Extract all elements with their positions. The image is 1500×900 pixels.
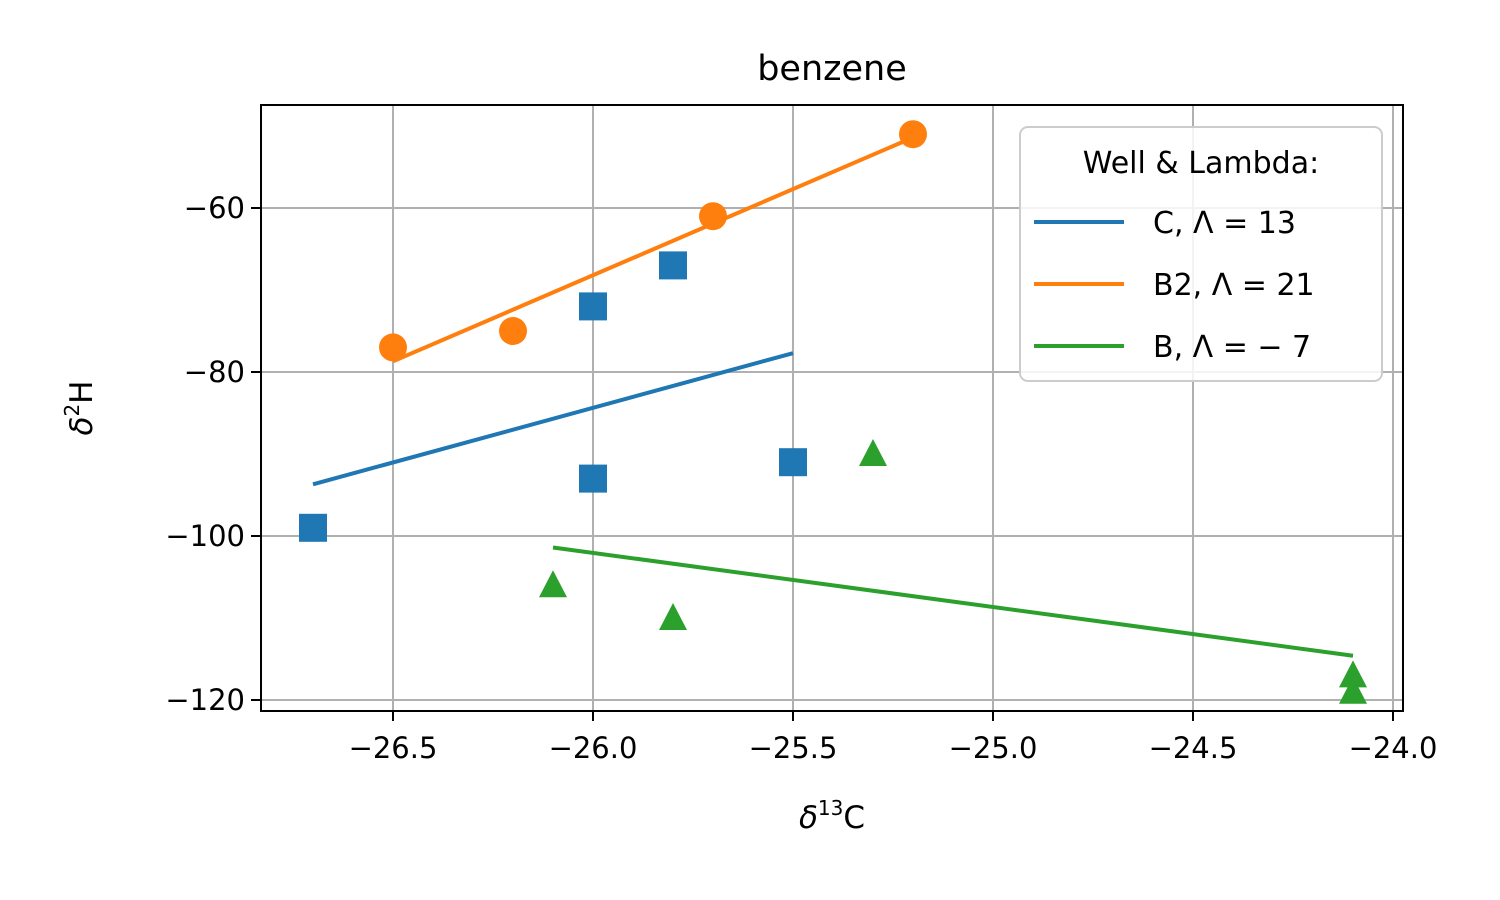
x-tick-label: −24.0 — [1349, 731, 1438, 765]
legend-title: Well & Lambda: — [1083, 146, 1319, 181]
fit-line-b — [552, 545, 1354, 658]
fit-line-c — [312, 351, 794, 487]
data-point-b2 — [899, 120, 927, 149]
y-tick-label: −120 — [165, 683, 245, 717]
x-tick-label: −26.5 — [349, 731, 438, 765]
y-axis-label-tail: H — [64, 380, 100, 403]
legend: Well & Lambda: C, Λ = 13 B2, Λ = 21 B, Λ =… — [1019, 126, 1383, 382]
data-point-b2 — [499, 317, 527, 345]
y-axis-label-base: δ — [64, 417, 100, 436]
x-axis-label: δ13C — [799, 796, 865, 836]
fit-lines — [312, 135, 1354, 658]
legend-label-c: C, Λ = 13 — [1153, 206, 1296, 241]
data-point-b — [659, 603, 687, 630]
x-tick-label: −26.0 — [549, 731, 638, 765]
y-axis-label-sup: 2 — [60, 404, 84, 417]
x-tick-label: −25.5 — [749, 731, 838, 765]
data-point-c — [659, 251, 687, 280]
data-point-b — [859, 439, 887, 466]
legend-box — [1019, 126, 1383, 382]
data-point-b2 — [699, 202, 727, 231]
chart-title: benzene — [757, 49, 907, 89]
y-tick-label: −80 — [184, 355, 245, 389]
data-point-c — [579, 464, 607, 493]
x-axis-label-sup: 13 — [818, 796, 843, 820]
x-axis-label-tail: C — [843, 800, 865, 836]
data-point-b — [1339, 660, 1367, 688]
x-tick-label: −24.5 — [1149, 731, 1238, 765]
data-points — [299, 120, 1367, 704]
data-point-b2 — [379, 333, 407, 362]
y-tick-label: −100 — [165, 519, 245, 553]
legend-label-b2: B2, Λ = 21 — [1153, 268, 1315, 303]
data-point-c — [779, 448, 807, 477]
x-axis-label-base: δ — [799, 800, 818, 836]
legend-label-b: B, Λ = − 7 — [1153, 330, 1311, 365]
axis-ticks: −26.5 −26.0 −25.5 −25.0 −24.5 −24.0 −120 −100 −8… — [165, 191, 1437, 765]
x-tick-label: −25.0 — [949, 731, 1038, 765]
data-point-c — [579, 292, 607, 321]
data-point-c — [299, 513, 327, 542]
y-tick-label: −60 — [184, 191, 245, 225]
y-axis-label: δ2H — [60, 380, 100, 435]
data-point-b — [539, 570, 567, 598]
fit-line-b2 — [392, 135, 914, 364]
plot-frame — [260, 104, 1404, 712]
data-point-b — [1339, 676, 1367, 704]
legend-entries: C, Λ = 13 B2, Λ = 21 B, Λ = − 7 — [1034, 206, 1315, 365]
